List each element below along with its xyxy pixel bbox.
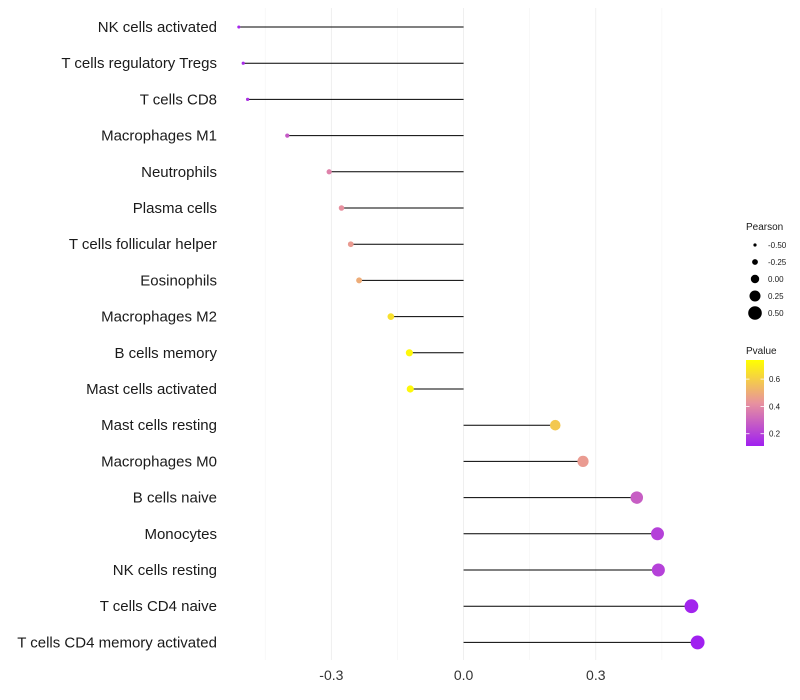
point-9: [405, 349, 413, 357]
point-1: [241, 61, 245, 65]
x-tick-label-0: -0.3: [319, 667, 343, 683]
stems-layer: [238, 26, 698, 643]
point-14: [650, 527, 664, 541]
size-legend-label-0: -0.50: [768, 241, 787, 250]
point-11: [549, 419, 561, 431]
size-legend-key-0: [753, 243, 757, 247]
size-legend-label-1: -0.25: [768, 258, 787, 267]
category-label-1: T cells regulatory Tregs: [61, 55, 217, 72]
color-legend-bar: [746, 360, 764, 446]
category-label-8: Macrophages M2: [101, 309, 217, 326]
size-legend-key-3: [749, 290, 761, 302]
point-7: [356, 277, 363, 284]
size-legend-label-3: 0.25: [768, 292, 784, 301]
x-tick-label-1: 0.0: [454, 667, 474, 683]
point-6: [347, 241, 354, 248]
point-3: [285, 133, 290, 138]
category-label-0: NK cells activated: [98, 19, 217, 36]
category-label-7: Eosinophils: [140, 272, 217, 289]
category-label-17: T cells CD4 memory activated: [17, 634, 217, 651]
category-label-10: Mast cells activated: [86, 381, 217, 398]
color-legend-title: Pvalue: [746, 346, 777, 357]
point-13: [630, 491, 644, 504]
size-legend-key-2: [750, 274, 760, 284]
category-label-4: Neutrophils: [141, 164, 217, 181]
size-legend-title: Pearson: [746, 222, 783, 233]
point-5: [338, 205, 345, 211]
size-legend-label-2: 0.00: [768, 275, 784, 284]
size-legend-label-4: 0.50: [768, 309, 784, 318]
point-15: [651, 563, 665, 577]
point-16: [684, 599, 699, 614]
x-tick-label-2: 0.3: [586, 667, 606, 683]
category-label-5: Plasma cells: [133, 200, 217, 217]
grid-layer: [264, 8, 663, 660]
category-label-14: Monocytes: [144, 526, 217, 543]
category-labels: NK cells activated T cells regulatory Tre…: [17, 19, 217, 651]
color-legend-label-0: 0.2: [769, 430, 781, 439]
point-2: [245, 97, 250, 102]
point-10: [406, 385, 414, 393]
point-12: [577, 455, 589, 468]
color-legend-label-1: 0.4: [769, 402, 781, 411]
point-17: [690, 635, 705, 650]
color-legend-label-2: 0.6: [769, 375, 781, 384]
category-label-15: NK cells resting: [113, 562, 217, 579]
point-8: [387, 313, 395, 320]
category-label-9: B cells memory: [114, 345, 217, 362]
category-label-13: B cells naive: [133, 490, 217, 507]
category-label-6: T cells follicular helper: [69, 236, 217, 253]
x-axis-ticks: -0.3 0.0 0.3: [319, 667, 605, 683]
size-legend-key-1: [752, 259, 758, 265]
category-label-16: T cells CD4 naive: [100, 598, 217, 615]
legend: Pearson -0.50 -0.25 0.00 0.25 0.50 Pvalue 0.2 0.…: [746, 222, 787, 446]
points-layer: [237, 25, 705, 650]
size-legend-key-4: [748, 306, 762, 320]
category-label-12: Macrophages M0: [101, 453, 217, 470]
point-0: [237, 25, 241, 29]
category-label-3: Macrophages M1: [101, 128, 217, 145]
category-label-2: T cells CD8: [140, 91, 217, 108]
point-4: [326, 169, 332, 175]
category-label-11: Mast cells resting: [101, 417, 217, 434]
